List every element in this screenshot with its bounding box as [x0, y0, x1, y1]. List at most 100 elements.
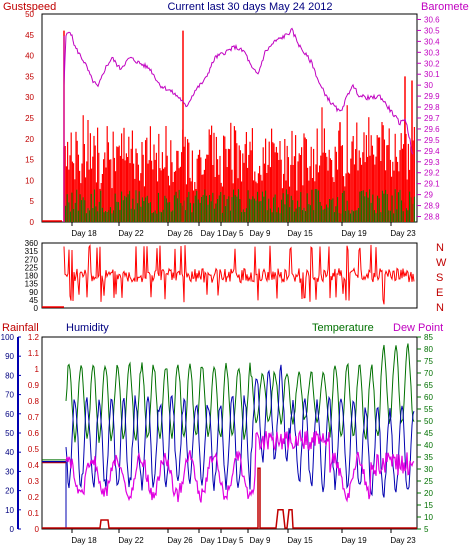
barometer-tick-label: 29.5	[424, 136, 440, 145]
humidity-legend: Humidity	[66, 322, 109, 334]
barometer-tick-label: 30.2	[424, 59, 440, 68]
x-tick-label: Day 19	[341, 229, 367, 238]
direction-tick-label: 225	[25, 263, 39, 272]
rain-tick-label: 0.6	[28, 429, 40, 438]
temperature-tick-label: 10	[424, 513, 433, 522]
gust-tick-label: 20	[25, 135, 34, 144]
direction-tick-label: 0	[34, 304, 39, 313]
panel-2-series	[42, 243, 415, 308]
temperature-tick-label: 75	[424, 357, 433, 366]
x-tick-label: Day 26	[167, 229, 193, 238]
rainfall-line	[42, 467, 417, 529]
compass-label: E	[436, 287, 443, 299]
gust-tick-label: 10	[25, 176, 34, 185]
temperature-legend: Temperature	[312, 322, 374, 334]
barometer-tick-label: 29.2	[424, 169, 440, 178]
humidity-tick-label: 80	[5, 371, 14, 380]
temperature-tick-label: 80	[424, 345, 433, 354]
x-tick-label: Day 19	[341, 536, 367, 545]
rain-tick-label: 0.9	[28, 381, 40, 390]
x-tick-label: Day 18	[71, 229, 97, 238]
humidity-tick-label: 10	[5, 506, 14, 515]
temperature-tick-label: 40	[424, 441, 433, 450]
panel-2-frame	[41, 242, 418, 309]
humidity-tick-label: 40	[5, 448, 14, 457]
barometer-legend: Barometer	[421, 1, 469, 13]
rainfall-legend: Rainfall	[2, 322, 39, 334]
x-tick-label: Day 9	[250, 536, 271, 545]
temperature-tick-label: 25	[424, 477, 433, 486]
x-tick-label: Day 15	[287, 229, 313, 238]
barometer-line	[63, 27, 414, 155]
temperature-tick-label: 70	[424, 369, 433, 378]
x-tick-label: Day 9	[250, 229, 271, 238]
temperature-tick-label: 45	[424, 429, 433, 438]
humidity-tick-label: 0	[10, 525, 15, 534]
gust-tick-label: 50	[25, 10, 34, 19]
panel-1-right-ticks: 28.8 28.9 29 29.1 29.2 29.3 29.4 29.5 29.6 29.7 29…	[417, 15, 440, 222]
rain-tick-label: 1.1	[28, 349, 40, 358]
x-tick-label: Day 1	[201, 536, 222, 545]
rain-tick-label: 0	[35, 525, 40, 534]
humidity-tick-label: 50	[5, 429, 14, 438]
barometer-tick-label: 30.4	[424, 37, 440, 46]
x-tick-label: Day 23	[390, 536, 416, 545]
humidity-tick-label: 30	[5, 467, 14, 476]
rain-tick-label: 0.3	[28, 477, 40, 486]
barometer-tick-label: 28.8	[424, 213, 440, 222]
temperature-tick-label: 55	[424, 405, 433, 414]
compass-label: S	[436, 272, 443, 284]
compass-label: N	[436, 302, 444, 314]
barometer-tick-label: 30.6	[424, 15, 440, 24]
gust-tick-label: 35	[25, 72, 34, 81]
temperature-tick-label: 30	[424, 465, 433, 474]
panel-3-x-ticks: Day 18 Day 22 Day 26 Day 1 Day 5 Day 9 Day 15 D…	[71, 529, 416, 545]
panel-3-series	[42, 343, 417, 529]
barometer-tick-label: 29.4	[424, 147, 440, 156]
gust-tick-label: 15	[25, 156, 34, 165]
barometer-tick-label: 29.6	[424, 125, 440, 134]
direction-tick-label: 315	[25, 247, 39, 256]
rain-tick-label: 0.7	[28, 413, 40, 422]
direction-tick-label: 135	[25, 280, 39, 289]
rain-tick-label: 1.2	[28, 333, 40, 342]
x-tick-label: Day 23	[390, 229, 416, 238]
x-tick-label: Day 1	[201, 229, 222, 238]
temperature-tick-label: 85	[424, 333, 433, 342]
temperature-tick-label: 15	[424, 501, 433, 510]
barometer-tick-label: 29.8	[424, 103, 440, 112]
barometer-tick-label: 30	[424, 81, 433, 90]
gust-tick-label: 25	[25, 114, 34, 123]
gust-tick-label: 40	[25, 52, 34, 61]
gust-tick-label: 0	[30, 218, 35, 227]
panel-3-temperature-ticks: 5 10 15 20 25 30 35 40 45 50 55 60 65 70 75 80 85	[417, 333, 433, 534]
gustspeed-legend: Gustspeed	[3, 1, 56, 13]
direction-tick-label: 45	[29, 296, 38, 305]
rain-tick-label: 0.2	[28, 493, 40, 502]
barometer-tick-label: 29	[424, 191, 433, 200]
gust-tick-label: 5	[30, 197, 35, 206]
temperature-tick-label: 60	[424, 393, 433, 402]
temperature-tick-label: 65	[424, 381, 433, 390]
temperature-tick-label: 50	[424, 417, 433, 426]
rain-tick-label: 0.1	[28, 509, 40, 518]
barometer-tick-label: 30.5	[424, 26, 440, 35]
x-tick-label: Day 26	[167, 536, 193, 545]
panel-3-humidity-ticks: 0 10 20 30 40 50 60 70 80 90 100	[1, 333, 21, 534]
barometer-tick-label: 29.3	[424, 158, 440, 167]
rain-tick-label: 0.4	[28, 461, 40, 470]
rain-tick-label: 0.5	[28, 445, 40, 454]
panel-1-x-ticks: Day 18 Day 22 Day 26 Day 1 Day 5 Day 9 Day 15 D…	[71, 222, 416, 238]
humidity-tick-label: 90	[5, 352, 14, 361]
rain-tick-label: 1	[35, 365, 40, 374]
dewpoint-line	[65, 429, 415, 503]
panel-1-series	[42, 27, 415, 222]
gust-tick-label: 30	[25, 93, 34, 102]
humidity-tick-label: 20	[5, 487, 14, 496]
temperature-tick-label: 20	[424, 489, 433, 498]
barometer-tick-label: 29.1	[424, 180, 440, 189]
barometer-tick-label: 30.1	[424, 70, 440, 79]
